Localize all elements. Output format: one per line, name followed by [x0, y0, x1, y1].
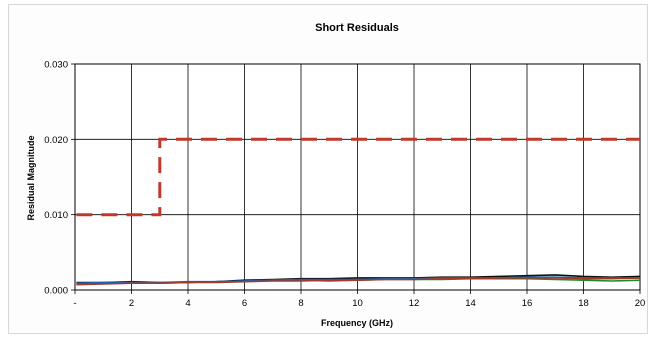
y-axis-label: Residual Magnitude [26, 135, 36, 220]
y-tick-label: 0.000 [44, 286, 68, 297]
x-tick-label: - [73, 298, 76, 309]
x-tick-label: 2 [129, 298, 134, 309]
x-tick-label: 8 [298, 298, 303, 309]
x-tick-label: 10 [352, 298, 363, 309]
y-tick-label: 0.020 [44, 135, 68, 146]
x-tick-label: 18 [578, 298, 589, 309]
x-tick-label: 14 [465, 298, 476, 309]
chart-title: Short Residuals [315, 22, 399, 34]
x-tick-label: 20 [635, 298, 646, 309]
x-tick-label: 6 [242, 298, 247, 309]
residual-series [76, 277, 641, 286]
x-tick-label: 12 [409, 298, 420, 309]
x-tick-label: 4 [185, 298, 190, 309]
y-tick-label: 0.010 [44, 210, 68, 221]
x-tick-label: 16 [522, 298, 533, 309]
plot-area: - 2 4 6 8 10 12 14 16 18 20 0.000 0.010 0.020 0.030 [44, 60, 645, 310]
x-axis-label: Frequency (GHz) [321, 318, 393, 328]
y-tick-label: 0.030 [44, 60, 68, 71]
